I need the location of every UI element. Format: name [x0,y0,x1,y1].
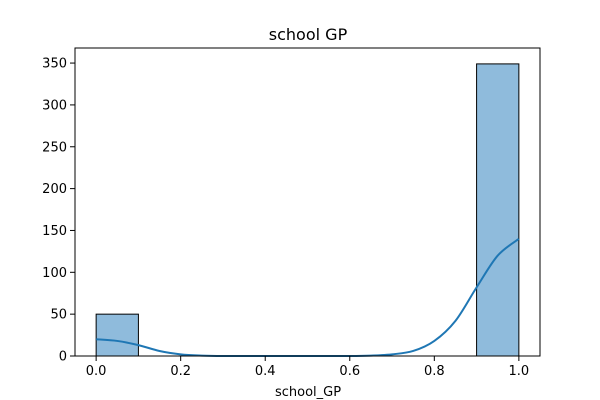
kde-curve [96,238,520,358]
y-tick-label: 350 [42,57,67,72]
chart-title: school GP [269,25,348,44]
x-tick-label: 0.0 [86,364,107,379]
y-tick-label: 0 [59,350,67,365]
x-axis-label: school_GP [275,385,341,400]
y-tick-label: 250 [42,140,67,155]
x-tick-label: 0.6 [339,364,360,379]
histogram-bar-9 [476,63,520,357]
histogram-bar-0 [95,313,139,357]
bars-group [95,63,520,357]
y-tick-label: 100 [42,266,67,281]
x-tick-label: 0.8 [424,364,445,379]
x-tick-label: 0.4 [255,364,276,379]
plot-frame [74,47,541,357]
x-axis-ticks: 0.0 0.2 0.4 0.6 0.8 1.0 [86,356,529,379]
x-tick-label: 0.2 [170,364,191,379]
y-tick-label: 300 [42,98,67,113]
y-axis-ticks: 0 50 100 150 200 250 300 350 [42,57,75,365]
y-tick-label: 200 [42,182,67,197]
y-tick-label: 50 [50,308,67,323]
x-tick-label: 1.0 [509,364,530,379]
y-tick-label: 150 [42,224,67,239]
